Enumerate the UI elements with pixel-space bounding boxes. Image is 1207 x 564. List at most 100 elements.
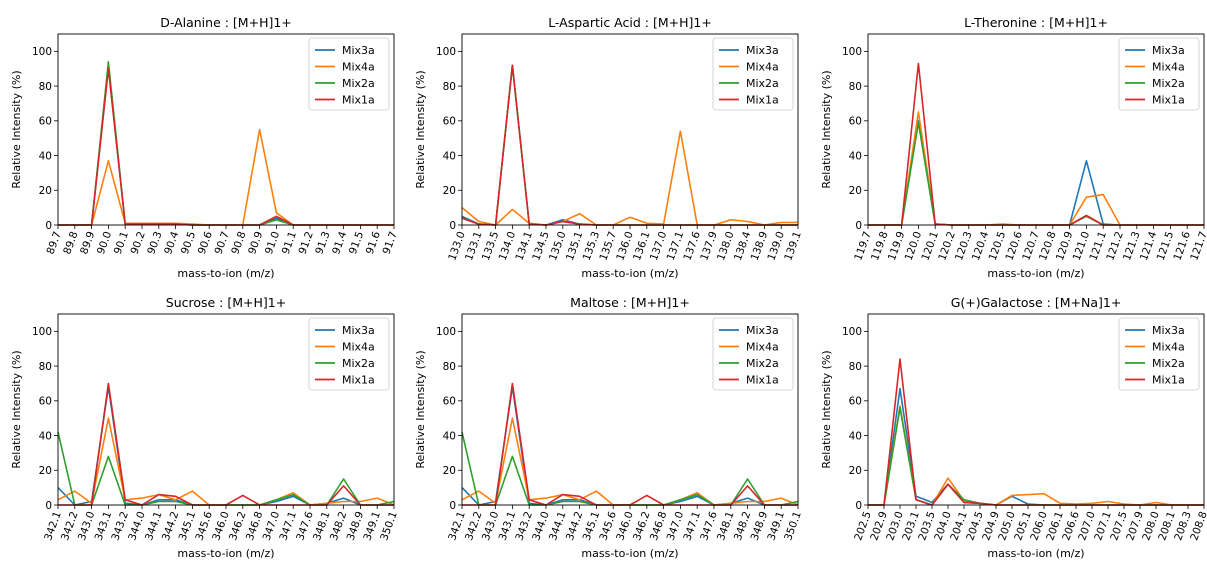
legend-box [712,37,794,111]
legend-box [308,37,390,111]
series-line-mix4a [461,417,799,506]
y-tick-label: 80 [443,81,456,93]
y-tick-label: 60 [443,116,456,128]
y-tick-label: 20 [443,185,456,197]
series-line-mix2a [868,121,1204,226]
y-tick-label: 0 [449,220,456,232]
series-line-mix2a [868,406,1204,506]
x-axis-label: mass-to-ion (m/z) [177,267,274,280]
series-line-mix3a [57,386,394,506]
y-tick-label: 60 [849,116,862,128]
series-line-mix3a [868,387,1204,506]
subplot-3: L-Theronine : [M+H]1+020406080100119.711… [820,15,1207,280]
x-tick-label: 91.7 [381,230,400,256]
series-line-mix4a [58,128,394,226]
y-axis-label: Relative Intensity (%) [414,70,427,188]
subplot-title: Sucrose : [M+H]1+ [166,295,286,310]
legend-label-mix3a: Mix3a [746,44,779,57]
subplot-title: Maltose : [M+H]1+ [570,295,690,310]
y-tick-label: 20 [39,185,52,197]
y-tick-label: 40 [39,150,52,162]
y-tick-label: 60 [39,116,52,128]
legend-box [1118,37,1200,111]
y-tick-label: 40 [443,430,456,442]
subplot-6: G(+)Galactose : [M+Na]1+020406080100202.… [820,295,1207,560]
legend-label-mix1a: Mix1a [1152,94,1185,107]
series-line-mix1a [58,382,394,506]
y-tick-label: 100 [842,46,862,58]
y-tick-label: 0 [45,500,52,512]
legend-label-mix3a: Mix3a [342,44,375,57]
legend-label-mix2a: Mix2a [342,357,375,370]
y-tick-label: 40 [849,430,862,442]
y-tick-label: 80 [443,361,456,373]
y-tick-label: 0 [855,220,862,232]
legend-label-mix2a: Mix2a [746,77,779,90]
series-line-mix4a [461,130,798,226]
legend-label-mix4a: Mix4a [746,341,779,354]
y-tick-label: 100 [32,46,52,58]
subplot-title: G(+)Galactose : [M+Na]1+ [951,295,1122,310]
series-line-mix3a [461,386,798,506]
legend-label-mix2a: Mix2a [1152,77,1185,90]
subplot-title: D-Alanine : [M+H]1+ [160,15,292,30]
y-tick-label: 20 [39,465,52,477]
series-line-mix3a [868,120,1204,226]
legend-label-mix2a: Mix2a [1152,357,1185,370]
legend-label-mix4a: Mix4a [1152,61,1185,74]
subplot-title: L-Aspartic Acid : [M+H]1+ [548,15,712,30]
legend-label-mix2a: Mix2a [342,77,375,90]
legend-label-mix1a: Mix1a [342,94,375,107]
x-axis-label: mass-to-ion (m/z) [987,547,1084,560]
x-axis-label: mass-to-ion (m/z) [581,267,678,280]
legend-label-mix3a: Mix3a [1152,324,1185,337]
series-line-mix2a [461,431,799,506]
y-tick-label: 100 [32,326,52,338]
subplot-title: L-Theronine : [M+H]1+ [964,15,1108,30]
legend: Mix3a Mix4a Mix2a Mix1a [1118,37,1200,111]
legend-label-mix3a: Mix3a [746,324,779,337]
y-tick-label: 20 [849,465,862,477]
legend-label-mix1a: Mix1a [746,94,779,107]
legend-label-mix4a: Mix4a [342,341,375,354]
legend-label-mix4a: Mix4a [746,61,779,74]
series-line-mix4a [57,417,395,506]
y-tick-label: 0 [449,500,456,512]
y-tick-label: 20 [443,465,456,477]
y-tick-label: 0 [855,500,862,512]
y-tick-label: 60 [443,396,456,408]
y-tick-label: 80 [849,81,862,93]
y-axis-label: Relative Intensity (%) [414,350,427,468]
legend-label-mix4a: Mix4a [342,61,375,74]
y-tick-label: 40 [39,430,52,442]
y-tick-label: 0 [45,220,52,232]
plot-frame [867,313,1205,506]
legend-box [712,317,794,391]
legend-label-mix4a: Mix4a [1152,341,1185,354]
y-tick-label: 60 [39,396,52,408]
y-tick-label: 80 [39,361,52,373]
y-axis-label: Relative Intensity (%) [10,70,23,188]
legend-label-mix3a: Mix3a [1152,44,1185,57]
y-axis-label: Relative Intensity (%) [10,350,23,468]
legend-label-mix1a: Mix1a [342,374,375,387]
x-axis-label: mass-to-ion (m/z) [581,547,678,560]
y-tick-label: 100 [842,326,862,338]
legend-box [1118,317,1200,391]
series-line-mix4a [868,405,1204,506]
y-tick-label: 40 [849,150,862,162]
legend: Mix3a Mix4a Mix2a Mix1a [308,317,390,391]
legend: Mix3a Mix4a Mix2a Mix1a [308,37,390,111]
legend-label-mix1a: Mix1a [746,374,779,387]
y-axis-label: Relative Intensity (%) [820,70,833,188]
subplot-4: Sucrose : [M+H]1+020406080100342.1342.23… [10,295,400,560]
legend-box [308,317,390,391]
legend-label-mix2a: Mix2a [746,357,779,370]
y-axis-label: Relative Intensity (%) [820,350,833,468]
y-tick-label: 60 [849,396,862,408]
y-tick-label: 80 [849,361,862,373]
x-axis-label: mass-to-ion (m/z) [177,547,274,560]
series-line-mix1a [462,382,798,506]
subplot-2: L-Aspartic Acid : [M+H]1+020406080100133… [414,15,804,280]
